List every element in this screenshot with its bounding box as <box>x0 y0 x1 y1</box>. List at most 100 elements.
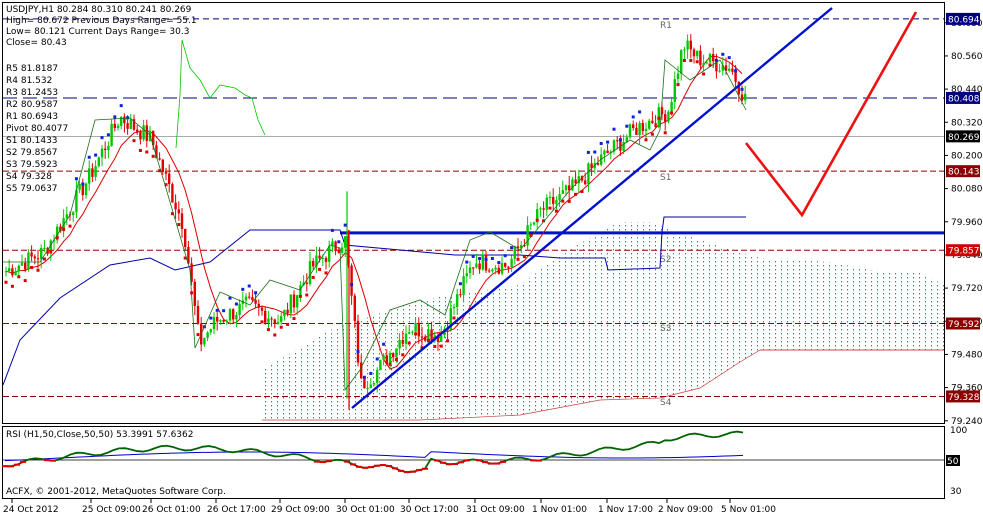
sar-dot <box>535 218 539 222</box>
price-tag-pivot <box>946 91 980 104</box>
candle-body <box>430 329 433 341</box>
sar-dot <box>170 212 174 216</box>
candle-body <box>462 276 465 295</box>
candle-body <box>65 214 68 219</box>
sar-dot <box>273 333 277 337</box>
candle-body <box>174 202 177 210</box>
candle-body <box>571 179 574 191</box>
sar-dot <box>228 296 232 300</box>
candle-body <box>168 173 171 185</box>
label-s3: S3 <box>660 324 671 334</box>
sar-dot <box>62 227 66 231</box>
sar-dot <box>382 342 386 346</box>
candle-body <box>689 40 692 50</box>
candle-body <box>350 265 353 296</box>
sar-dot <box>708 63 712 67</box>
rsi-below-level <box>536 459 542 462</box>
sar-dot <box>388 362 392 366</box>
zigzag-line <box>3 59 747 392</box>
rsi-below-level <box>464 459 470 462</box>
rsi-signal <box>4 451 744 462</box>
candle-body <box>46 247 49 254</box>
time-tick-label: 24 Oct 2012 <box>3 505 59 515</box>
sar-dot <box>4 280 8 284</box>
candle-body <box>520 245 523 249</box>
candle-body <box>228 309 232 321</box>
pivot-r1: R1 80.6943 <box>6 112 58 122</box>
candle-body <box>366 388 369 390</box>
candle-body <box>440 335 443 342</box>
sar-dot <box>94 153 98 157</box>
candle-body <box>712 54 715 62</box>
sar-dot <box>241 287 245 291</box>
forecast-path <box>744 11 918 218</box>
candle-body <box>353 295 356 321</box>
sar-dot <box>337 240 341 244</box>
candle-body <box>75 189 78 213</box>
candle-body <box>676 73 680 80</box>
candle-body <box>648 120 651 129</box>
candle-body <box>683 49 686 51</box>
sar-dot <box>567 199 571 203</box>
sar-dot <box>695 60 699 64</box>
rsi-level-tag: 50 <box>947 457 959 467</box>
sar-dot <box>574 192 578 196</box>
candle-body <box>305 282 308 284</box>
sar-dot <box>17 275 21 279</box>
price-tag-text-r1: 80.694 <box>948 15 980 25</box>
candle-body <box>737 81 740 95</box>
candle-body <box>488 270 491 272</box>
candle-body <box>715 61 718 72</box>
candle-body <box>401 340 404 344</box>
sar-dot <box>254 291 258 295</box>
candle-body <box>292 294 296 308</box>
candle-body <box>388 353 392 365</box>
sar-dot <box>618 138 622 142</box>
price-tag-current <box>946 130 980 143</box>
candle-body <box>100 148 104 158</box>
sar-dot <box>81 182 85 186</box>
sar-dot <box>401 353 405 357</box>
candle-body <box>4 271 8 273</box>
sar-dot <box>542 219 546 223</box>
candle-body <box>129 119 132 129</box>
sar-dot <box>106 133 110 137</box>
sar-dot <box>343 223 347 227</box>
candle-body <box>155 145 158 159</box>
sar-dot <box>702 72 706 76</box>
candle-body <box>584 180 587 185</box>
candle-body <box>264 310 267 323</box>
rsi-below-level <box>446 463 452 466</box>
candle-body <box>78 183 81 190</box>
candle-body <box>235 315 238 320</box>
candle-body <box>491 269 494 272</box>
rsi-below-level <box>44 459 50 462</box>
sar-dot <box>644 138 648 142</box>
candle-body <box>33 256 36 259</box>
sar-dot <box>362 375 366 379</box>
close-line: Close= 80.43 <box>6 38 67 48</box>
candle-body <box>222 320 225 322</box>
price-tag-s4 <box>946 390 980 403</box>
candle-body <box>123 116 126 124</box>
time-tick-label: 26 Oct 01:00 <box>142 505 201 515</box>
price-tick-label: 80.560 <box>951 52 983 62</box>
candle-body <box>616 140 619 142</box>
time-tick-label: 31 Oct 09:00 <box>466 505 525 515</box>
candle-body <box>126 123 129 129</box>
candle-body <box>497 267 500 274</box>
sar-dot <box>458 282 462 286</box>
tenkan-sen <box>5 55 743 370</box>
candle-body <box>161 159 164 173</box>
candle-body <box>728 68 731 71</box>
price-tag-text-s3: 79.592 <box>948 320 980 330</box>
sar-dot <box>330 228 334 232</box>
candle-body <box>30 252 33 257</box>
candle-body <box>459 294 462 296</box>
sar-dot <box>465 260 469 264</box>
candle-body <box>216 316 219 322</box>
candle-body <box>107 145 110 151</box>
candle-body <box>500 263 504 274</box>
sar-dot <box>497 261 501 265</box>
rsi-title: RSI (H1,50,Close,50,50) 53.3991 57.6362 <box>6 430 193 440</box>
